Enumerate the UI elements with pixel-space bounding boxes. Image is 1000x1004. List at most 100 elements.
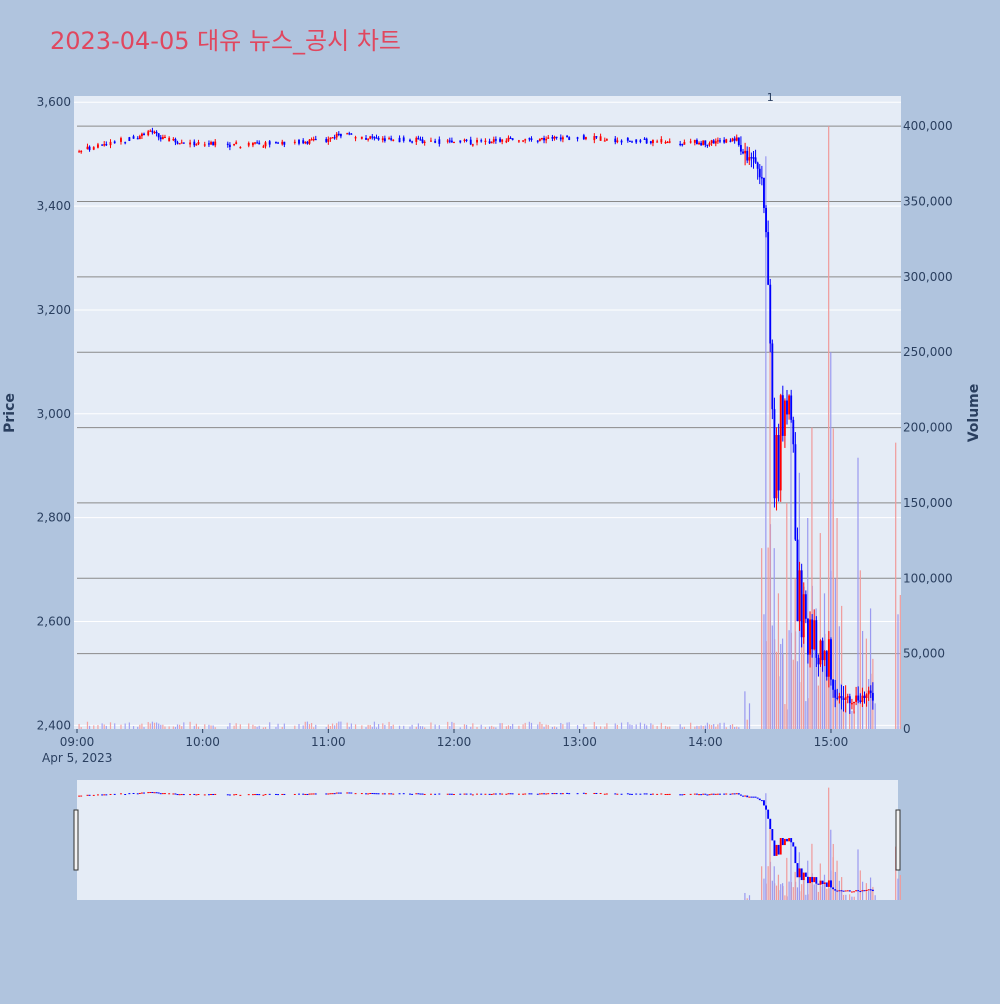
candle-body [834, 689, 837, 698]
candle-body [132, 136, 135, 139]
candle-body [790, 395, 793, 420]
slider-candle [763, 800, 765, 806]
candle-body [281, 141, 284, 145]
slider-volume-bar [775, 885, 778, 900]
candle-body [616, 140, 619, 143]
slider-candle [228, 794, 231, 796]
slider-candle [494, 793, 497, 795]
volume-bar [183, 722, 185, 729]
volume-bar [197, 726, 200, 729]
slider-candle [735, 793, 738, 795]
candle-body [582, 135, 585, 140]
volume-bar [822, 640, 824, 729]
volume-bar [93, 725, 95, 729]
slider-candle [695, 793, 698, 795]
candle-body [101, 144, 104, 146]
slider-candle [159, 793, 162, 795]
candle-body [760, 177, 763, 179]
volume-bar [539, 721, 541, 729]
slider-candle [161, 793, 164, 795]
volume-bar [419, 726, 422, 729]
slider-candle [178, 794, 181, 796]
slider-candle [566, 792, 569, 794]
volume-bar [214, 727, 216, 729]
volume-bar [256, 726, 258, 729]
candle-body [855, 695, 858, 702]
candle-body [335, 133, 338, 138]
candle-body [423, 141, 426, 143]
candle-body [120, 138, 122, 142]
candle-body [210, 142, 212, 145]
slider-volume-bar [811, 843, 813, 900]
slider-candle [172, 793, 175, 795]
slider-candle [350, 792, 353, 794]
slider-candle [348, 792, 351, 794]
slider-volume-bar [897, 878, 899, 900]
volume-bar [195, 723, 197, 729]
slider-candle [855, 890, 858, 892]
slider-volume-bar [786, 857, 788, 900]
volume-bar [593, 721, 595, 729]
candle-body [136, 138, 139, 140]
candle-body [193, 141, 196, 146]
candle-body [796, 539, 799, 622]
candle-body [802, 594, 805, 638]
volume-bar [164, 726, 166, 729]
x-tick-label: 09:00 [60, 735, 95, 749]
slider-candle [538, 793, 541, 795]
slider-volume-bar [853, 896, 855, 900]
volume-bar [704, 725, 706, 729]
candle-body [522, 140, 525, 142]
volume-bar [616, 724, 618, 729]
candle-body [524, 139, 527, 141]
slider-candle [308, 793, 311, 795]
candle-body [337, 133, 340, 136]
slider-candle [842, 890, 845, 892]
slider-candle [802, 872, 805, 881]
slider-volume-bar [765, 793, 767, 900]
volume-bar [438, 725, 440, 729]
volume-bar [409, 726, 411, 729]
slider-volume-bar [771, 880, 773, 900]
candle-body [327, 139, 330, 142]
candle-body [827, 639, 830, 677]
volume-bar [430, 722, 432, 729]
candle-body [203, 144, 206, 146]
candle-body [702, 140, 705, 146]
volume-bar [786, 502, 788, 729]
volume-bar [729, 725, 732, 729]
slider-candle [78, 795, 81, 797]
candle-body [365, 138, 367, 140]
candle-body [530, 138, 533, 141]
range-slider-right-handle[interactable] [895, 809, 901, 871]
slider-candle [656, 793, 659, 795]
slider-candle [415, 793, 418, 795]
slider-candle [742, 795, 744, 797]
slider-candle [86, 794, 89, 796]
slider-candle [501, 793, 504, 795]
volume-bar [158, 723, 160, 729]
slider-volume-bar [805, 894, 807, 900]
slider-candle [756, 797, 759, 799]
range-slider-left-handle[interactable] [73, 809, 79, 871]
range-slider[interactable] [73, 780, 901, 900]
volume-bar [248, 723, 250, 729]
candle-body [446, 140, 449, 142]
candle-body [369, 136, 372, 139]
candle-body [494, 139, 497, 141]
candle-body [628, 140, 631, 142]
slider-candle [151, 792, 154, 794]
volume-bar [643, 723, 646, 729]
slider-candle [779, 837, 782, 855]
slider-candle [411, 793, 414, 795]
slider-candle [716, 793, 719, 795]
volume-bar [105, 725, 107, 729]
candle-body [153, 131, 156, 134]
candle-body [499, 138, 502, 142]
slider-candle [268, 793, 271, 795]
volume-bar [777, 593, 780, 729]
volume-tick-labels: 0 50,000 100,000 150,000 200,000 250,000 300,0… [903, 119, 953, 736]
volume-bar [788, 630, 790, 729]
volume-bar [635, 724, 637, 729]
volume-bar [620, 722, 623, 729]
